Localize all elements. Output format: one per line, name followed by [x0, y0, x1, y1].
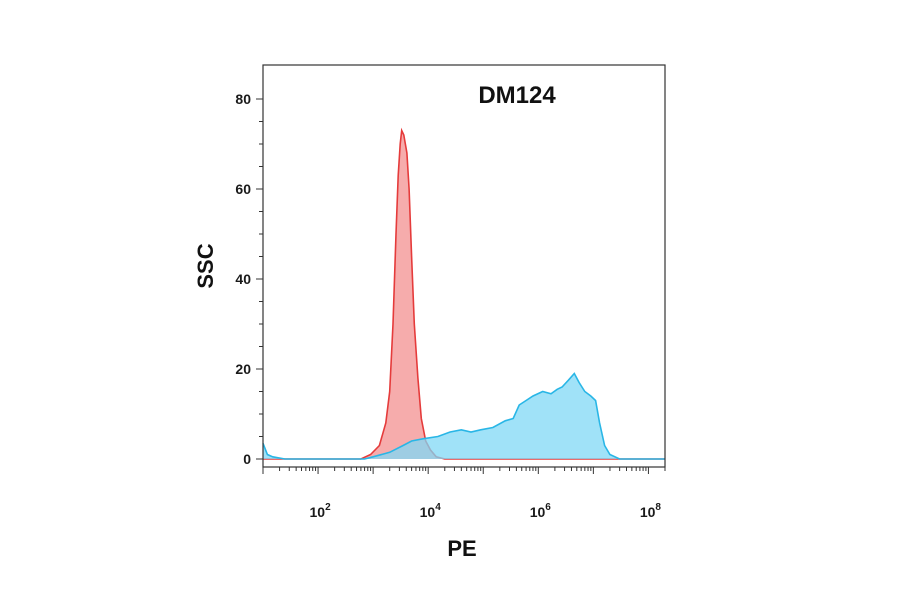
y-axis: 0 20 40 60 80 [235, 91, 263, 467]
series-1-line [263, 127, 665, 460]
x-tick-label: 102 [309, 502, 331, 520]
x-tick-label: 108 [640, 502, 662, 520]
chart-title: DM124 [478, 82, 556, 109]
plot-frame [262, 64, 666, 468]
y-tick-label: 20 [235, 361, 251, 377]
y-axis-title: SSC [193, 243, 218, 288]
x-axis-title: PE [447, 536, 476, 561]
x-axis: 102 104 106 108 [262, 467, 666, 520]
x-tick-label: 104 [420, 502, 442, 520]
y-tick-label: 0 [243, 451, 251, 467]
x-tick-label: 106 [530, 502, 552, 520]
y-tick-label: 40 [235, 271, 251, 287]
y-tick-label: 80 [235, 91, 251, 107]
series-2-area [263, 373, 665, 459]
series-1-area [263, 130, 665, 459]
y-tick-label: 60 [235, 181, 251, 197]
series-layer [262, 127, 665, 460]
series-2-line [262, 372, 665, 460]
